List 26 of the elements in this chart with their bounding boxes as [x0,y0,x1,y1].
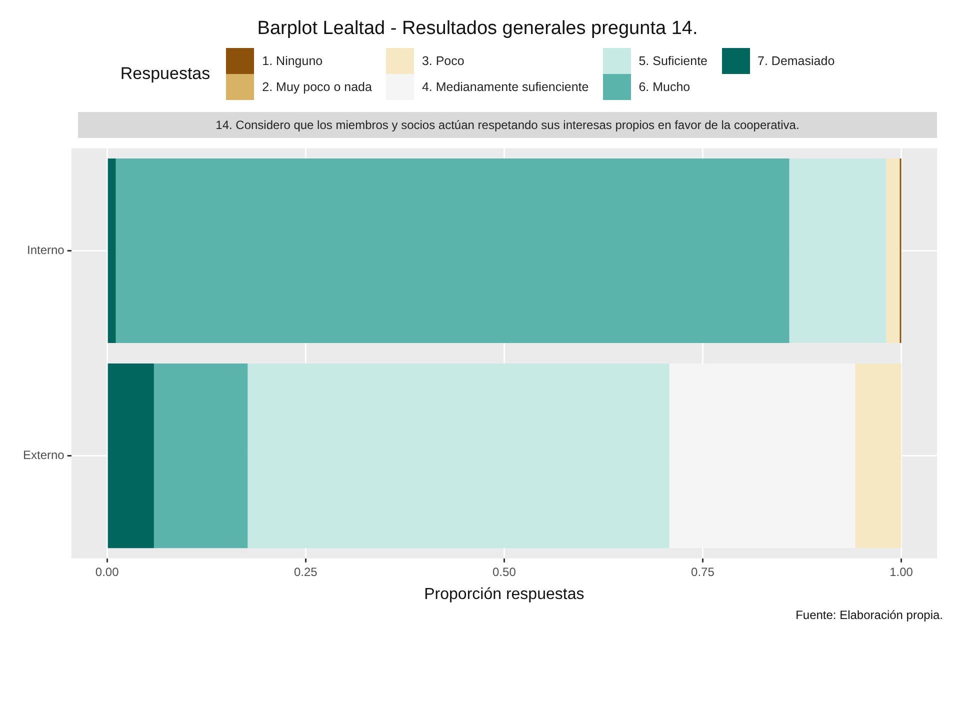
legend-label: 1. Ninguno [262,54,323,68]
x-tick-label: 1.00 [890,564,914,579]
chart-subtitle: 14. Considero que los miembros y socios actúan respetando sus interesas propios en favor de la cooperativa. [78,112,937,138]
chart-title: Barplot Lealtad - Resultados generales pregunta 14. [256,18,699,40]
legend-label: 5. Suficiente [638,54,708,68]
bar [886,158,900,344]
x-tick-label: 0.50 [492,564,516,579]
y-tick-label: Interno [26,243,65,258]
x-tick-label: 0.75 [691,564,715,579]
legend-title: Respuestas [120,64,210,84]
bar [154,364,248,548]
source-note: Fuente: Elaboración propia. [794,608,943,622]
bar [108,158,116,344]
legend-label: 3. Poco [422,54,464,68]
legend-label: 7. Demasiado [758,54,835,68]
bar [248,364,670,548]
bar [855,364,902,548]
legend-label: 4. Medianamente sufienciente [422,80,589,94]
legend-label: 6. Mucho [638,80,690,94]
bar [789,158,886,344]
x-axis-title: Proporción respuestas [424,586,584,603]
x-tick-label: 0.00 [95,564,120,579]
legend-label: 2. Muy poco o nada [262,80,372,94]
x-tick-label: 0.25 [294,564,318,579]
y-tick-label: Externo [22,448,65,462]
bar [108,364,154,548]
